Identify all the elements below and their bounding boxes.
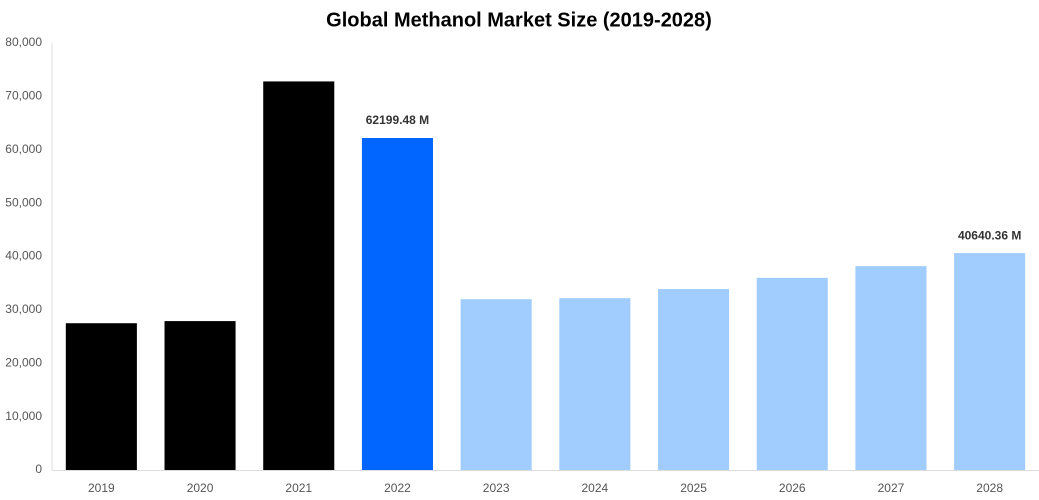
y-tick-label: 40,000 [5,249,42,263]
x-tick-label: 2027 [878,481,905,495]
bar [65,323,137,470]
y-tick-label: 10,000 [5,409,42,423]
y-tick-label: 60,000 [5,142,42,156]
x-tick-label: 2025 [680,481,707,495]
bar [756,277,828,470]
y-tick-label: 0 [35,462,42,476]
bar [361,138,433,471]
bar [164,321,236,470]
x-tick-label: 2024 [581,481,608,495]
x-tick-label: 2026 [779,481,806,495]
bar [559,298,631,470]
bar [658,289,730,470]
bar [954,253,1026,470]
y-tick-label: 30,000 [5,302,42,316]
y-tick-label: 20,000 [5,355,42,369]
y-tick-label: 70,000 [5,89,42,103]
x-tick-label: 2020 [187,481,214,495]
y-tick-label: 50,000 [5,195,42,209]
x-tick-label: 2022 [384,481,411,495]
x-tick-label: 2021 [285,481,312,495]
chart-title: Global Methanol Market Size (2019-2028) [326,9,712,31]
x-tick-label: 2028 [976,481,1003,495]
bar [263,81,335,471]
x-tick-label: 2019 [88,481,115,495]
value-label: 62199.48 M [366,113,429,127]
value-label: 40640.36 M [958,228,1021,242]
y-tick-label: 80,000 [5,35,42,49]
bar [460,299,532,470]
bar [855,266,927,470]
x-tick-label: 2023 [483,481,510,495]
